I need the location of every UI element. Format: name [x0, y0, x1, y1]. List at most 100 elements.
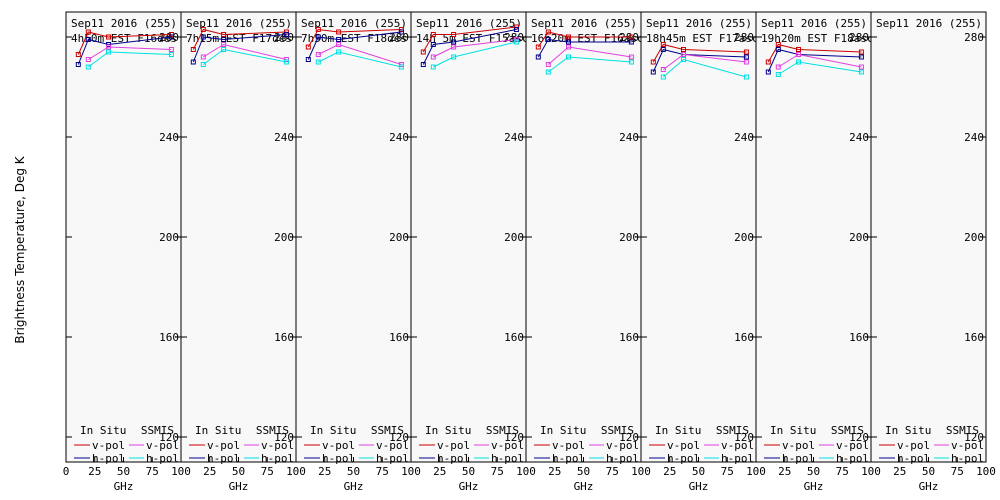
- y-tick-label: 240: [504, 131, 524, 144]
- y-tick-label: 240: [389, 131, 409, 144]
- data-point: [85, 64, 91, 70]
- data-point: [743, 59, 749, 65]
- x-tick-label: 100: [286, 465, 306, 478]
- data-point: [660, 47, 666, 52]
- legend-label-ssmis: v-pol: [606, 439, 639, 452]
- series-line: [537, 38, 632, 58]
- x-tick-label: 100: [171, 465, 191, 478]
- y-tick-label: 280: [274, 31, 294, 44]
- y-tick-label: 160: [389, 331, 409, 344]
- y-tick-label: 120: [619, 431, 639, 444]
- y-tick-label: 240: [274, 131, 294, 144]
- legend-header-ssmis: SSMIS: [601, 424, 634, 437]
- data-point: [743, 54, 749, 60]
- series-line: [318, 43, 402, 65]
- legend-label-ssmis: h-pol: [491, 452, 524, 465]
- x-tick-label: 50: [692, 465, 705, 478]
- panel-title-time: 19h20m EST F18asc: [761, 32, 874, 45]
- data-point: [315, 34, 321, 40]
- legend-label-insitu: v-pol: [782, 439, 815, 452]
- legend-label-ssmis: h-pol: [146, 452, 179, 465]
- data-point: [743, 49, 749, 55]
- x-tick-label: 75: [491, 465, 504, 478]
- data-point: [858, 69, 864, 75]
- y-tick-label: 200: [964, 231, 984, 244]
- x-tick-label: 50: [347, 465, 360, 478]
- data-point: [221, 32, 227, 37]
- data-point: [535, 54, 541, 60]
- panel-6: 120 160 200 240 280 25 50 75 100 GHz Sep11 2016 (2…: [640, 11, 766, 493]
- data-point: [315, 27, 321, 32]
- x-tick-label: 100: [631, 465, 651, 478]
- panel-title-date: Sep11 2016 (255): [761, 17, 867, 30]
- y-tick-label: 120: [159, 431, 179, 444]
- panel-title-time: 18h45m EST F17asc: [646, 32, 759, 45]
- panel-8: 120 160 200 240 280 25 50 75 100 GHz Sep11 2016 (2…: [870, 11, 996, 493]
- series-line: [767, 48, 862, 73]
- series-line: [88, 51, 172, 68]
- data-point: [336, 42, 342, 47]
- legend-label-insitu: h-pol: [897, 452, 930, 465]
- x-axis-label: GHz: [344, 480, 364, 493]
- data-point: [451, 44, 457, 50]
- data-point: [660, 74, 666, 80]
- panel-3: 120 160 200 240 280 25 50 75 100 GHz Sep11 2016 (2…: [295, 11, 421, 493]
- data-point: [535, 44, 541, 50]
- x-tick-label: 75: [721, 465, 734, 478]
- data-point: [681, 57, 686, 62]
- x-tick-label: 100: [401, 465, 421, 478]
- data-point: [660, 42, 666, 47]
- y-tick-label: 120: [504, 431, 524, 444]
- series-line: [77, 31, 172, 55]
- y-tick-label: 160: [504, 331, 524, 344]
- x-tick-label: 50: [807, 465, 820, 478]
- x-tick-label: 50: [232, 465, 245, 478]
- data-point: [628, 34, 634, 40]
- y-tick-label: 160: [159, 331, 179, 344]
- x-tick-label: 75: [836, 465, 849, 478]
- y-tick-label: 200: [734, 231, 754, 244]
- x-tick-label: 50: [922, 465, 935, 478]
- legend-label-ssmis: h-pol: [836, 452, 869, 465]
- y-tick-label: 160: [734, 331, 754, 344]
- y-tick-label: 240: [734, 131, 754, 144]
- data-point: [190, 47, 196, 52]
- series-line: [422, 29, 517, 65]
- y-tick-label: 120: [274, 431, 294, 444]
- x-tick-label: 50: [117, 465, 130, 478]
- legend-label-insitu: h-pol: [552, 452, 585, 465]
- data-point: [660, 67, 666, 72]
- data-point: [430, 42, 436, 47]
- data-point: [420, 49, 426, 55]
- data-point: [858, 54, 864, 60]
- series-line: [318, 51, 402, 68]
- legend-label-ssmis: h-pol: [606, 452, 639, 465]
- data-point: [451, 39, 457, 45]
- x-axis-label: GHz: [574, 480, 594, 493]
- series-line: [203, 48, 287, 65]
- data-point: [283, 32, 289, 37]
- data-point: [743, 74, 749, 80]
- data-point: [451, 32, 457, 37]
- panel-7: 120 160 200 240 280 25 50 75 100 GHz Sep11 2016 (2…: [755, 11, 881, 493]
- x-axis-label: GHz: [804, 480, 824, 493]
- data-point: [85, 57, 91, 62]
- legend-label-ssmis: h-pol: [951, 452, 984, 465]
- panel-title-date: Sep11 2016 (255): [646, 17, 752, 30]
- y-tick-label: 280: [389, 31, 409, 44]
- series-line: [652, 48, 747, 73]
- y-tick-label: 240: [159, 131, 179, 144]
- x-axis-label: GHz: [919, 480, 939, 493]
- x-tick-label: 100: [976, 465, 996, 478]
- x-tick-label: 25: [663, 465, 676, 478]
- legend-label-insitu: v-pol: [207, 439, 240, 452]
- series-line: [778, 53, 862, 68]
- data-point: [200, 34, 206, 40]
- y-tick-label: 120: [964, 431, 984, 444]
- y-tick-label: 280: [964, 31, 984, 44]
- series-line: [88, 46, 172, 60]
- data-point: [566, 34, 571, 40]
- x-tick-label: 100: [516, 465, 536, 478]
